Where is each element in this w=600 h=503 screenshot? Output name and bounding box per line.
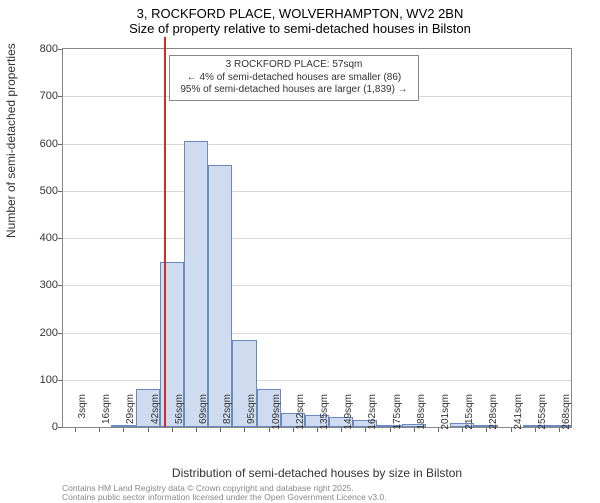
x-tick-label: 215sqm [464,394,475,434]
x-tick-mark [559,428,560,432]
x-tick-label: 122sqm [295,394,306,434]
y-tick-label: 500 [18,185,58,197]
x-tick-label: 162sqm [367,394,378,434]
x-tick-label: 175sqm [392,394,403,434]
y-tick-label: 100 [18,374,58,386]
y-axis-label: Number of semi-detached properties [4,43,18,238]
x-tick-mark [293,428,294,432]
histogram-bar [208,165,232,427]
chart-title-block: 3, ROCKFORD PLACE, WOLVERHAMPTON, WV2 2B… [0,0,600,36]
x-tick-mark [462,428,463,432]
x-tick-mark [535,428,536,432]
x-tick-label: 149sqm [343,394,354,434]
x-axis-label: Distribution of semi-detached houses by … [62,466,572,480]
x-tick-label: 95sqm [246,394,257,434]
y-tick-label: 0 [18,421,58,433]
y-tick-label: 400 [18,232,58,244]
gridline [63,380,571,381]
y-tick-label: 300 [18,279,58,291]
x-tick-label: 201sqm [440,394,451,434]
y-tick-label: 700 [18,90,58,102]
x-tick-mark [511,428,512,432]
x-tick-mark [269,428,270,432]
x-tick-label: 42sqm [150,394,161,434]
x-tick-mark [438,428,439,432]
x-tick-label: 16sqm [101,394,112,434]
gridline [63,285,571,286]
x-tick-label: 255sqm [537,394,548,434]
x-tick-label: 241sqm [513,394,524,434]
x-tick-label: 188sqm [416,394,427,434]
x-tick-label: 82sqm [222,394,233,434]
x-tick-label: 56sqm [174,394,185,434]
property-size-chart: 3, ROCKFORD PLACE, WOLVERHAMPTON, WV2 2B… [0,0,600,500]
y-tick-label: 200 [18,327,58,339]
annotation-line-2: ← 4% of semi-detached houses are smaller… [175,72,413,85]
x-tick-mark [317,428,318,432]
x-tick-mark [172,428,173,432]
annotation-box: 3 ROCKFORD PLACE: 57sqm ← 4% of semi-det… [169,55,419,101]
x-tick-label: 109sqm [271,394,282,434]
histogram-bar [184,141,208,427]
gridline [63,144,571,145]
footer-line-2: Contains public sector information licen… [62,493,387,502]
x-tick-mark [148,428,149,432]
chart-title-line1: 3, ROCKFORD PLACE, WOLVERHAMPTON, WV2 2B… [0,6,600,21]
x-tick-mark [414,428,415,432]
annotation-line-1: 3 ROCKFORD PLACE: 57sqm [175,59,413,72]
y-tick-label: 800 [18,43,58,55]
annotation-line-3: 95% of semi-detached houses are larger (… [175,84,413,97]
gridline [63,333,571,334]
x-tick-label: 135sqm [319,394,330,434]
x-tick-label: 29sqm [125,394,136,434]
x-tick-mark [196,428,197,432]
x-tick-mark [75,428,76,432]
gridline [63,191,571,192]
x-tick-label: 268sqm [561,394,572,434]
x-tick-label: 69sqm [198,394,209,434]
y-tick-label: 600 [18,138,58,150]
x-tick-label: 228sqm [488,394,499,434]
chart-title-line2: Size of property relative to semi-detach… [0,21,600,36]
plot-area: 3 ROCKFORD PLACE: 57sqm ← 4% of semi-det… [62,48,572,428]
x-tick-label: 3sqm [77,394,88,434]
gridline [63,238,571,239]
x-tick-mark [390,428,391,432]
reference-line-mark [164,37,166,427]
